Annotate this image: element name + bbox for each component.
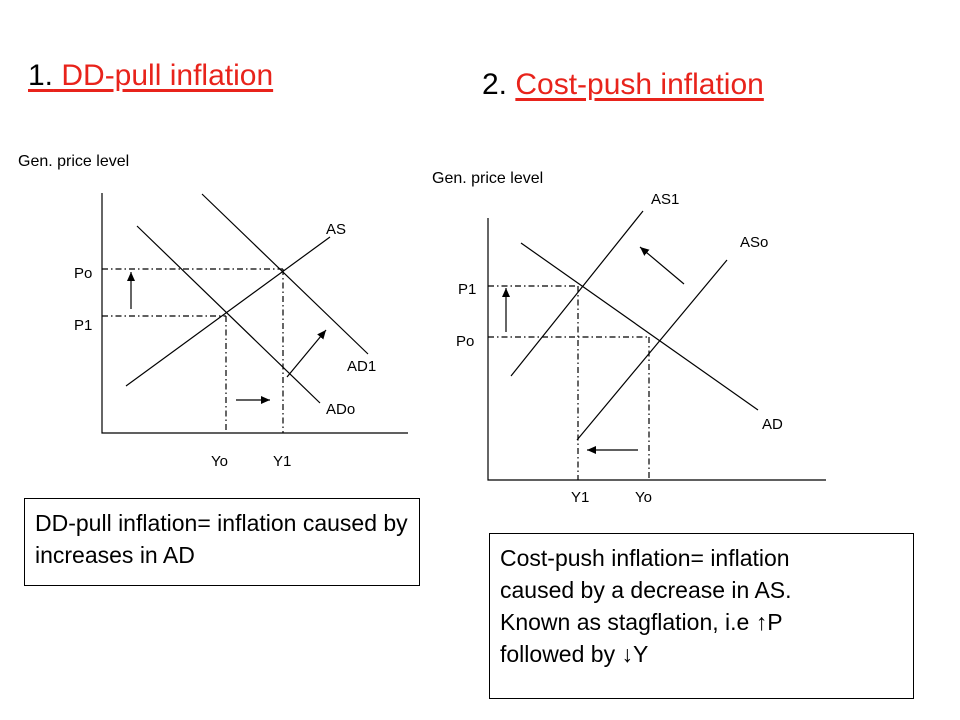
- diagram1-label-ado: ADo: [326, 401, 356, 418]
- diagram1: [101, 193, 408, 434]
- diagram2-label-ad: AD: [762, 416, 783, 433]
- dd-pull-definition-box: DD-pull inflation= inflation caused by i…: [24, 498, 420, 586]
- diagram1-label-y1: Y1: [273, 453, 292, 470]
- diagram2-label-aso: ASo: [740, 234, 769, 251]
- cost-push-definition-line: Known as stagflation, i.e ↑P: [500, 609, 783, 635]
- title-dd-pull: 1. DD-pull inflation: [28, 58, 273, 94]
- cost-push-definition-box: Cost-push inflation= inflation caused by…: [489, 533, 914, 699]
- diagram2: [487, 210, 826, 481]
- title-cost-push: 2. Cost-push inflation: [482, 67, 764, 103]
- diagram2-y-axis-title: Gen. price level: [432, 170, 544, 187]
- diagram2-as1-curve: [510, 210, 644, 377]
- diagram1-as-curve: [125, 236, 331, 387]
- diagram1-ad1-curve: [201, 193, 369, 355]
- dd-pull-definition-text: DD-pull inflation= inflation caused by i…: [35, 510, 408, 568]
- title-text: DD-pull inflation: [53, 59, 274, 92]
- diagram1-label-po: Po: [74, 265, 93, 282]
- diagram1-label-ad1: AD1: [347, 358, 377, 375]
- diagram2-label-as1: AS1: [651, 191, 680, 208]
- diagram2-label-yo: Yo: [635, 489, 652, 506]
- cost-push-definition-line: Cost-push inflation= inflation: [500, 545, 790, 571]
- diagram1-label-as: AS: [326, 221, 347, 238]
- diagram2-label-p1: P1: [458, 281, 477, 298]
- diagram2-label-po: Po: [456, 333, 475, 350]
- diagram1-label-yo: Yo: [211, 453, 228, 470]
- title-text: Cost-push inflation: [515, 68, 764, 101]
- diagram2-as-shift-arrow: [639, 246, 685, 285]
- diagram1-axes: [101, 193, 408, 434]
- diagram2-aso-curve: [576, 259, 728, 441]
- diagram1-y-axis-title: Gen. price level: [18, 153, 130, 170]
- diagram1-label-p1: P1: [74, 317, 93, 334]
- cost-push-definition-line: followed by ↓Y: [500, 641, 649, 667]
- title-number: 2.: [482, 68, 516, 101]
- diagram2-ad-curve: [520, 242, 759, 411]
- diagram2-axes: [487, 218, 826, 481]
- diagram1-ado-curve: [136, 225, 321, 404]
- diagram2-label-y1: Y1: [571, 489, 590, 506]
- title-number: 1.: [28, 59, 54, 92]
- diagram1-ad-shift-arrow: [286, 329, 327, 378]
- cost-push-definition-line: caused by a decrease in AS.: [500, 577, 792, 603]
